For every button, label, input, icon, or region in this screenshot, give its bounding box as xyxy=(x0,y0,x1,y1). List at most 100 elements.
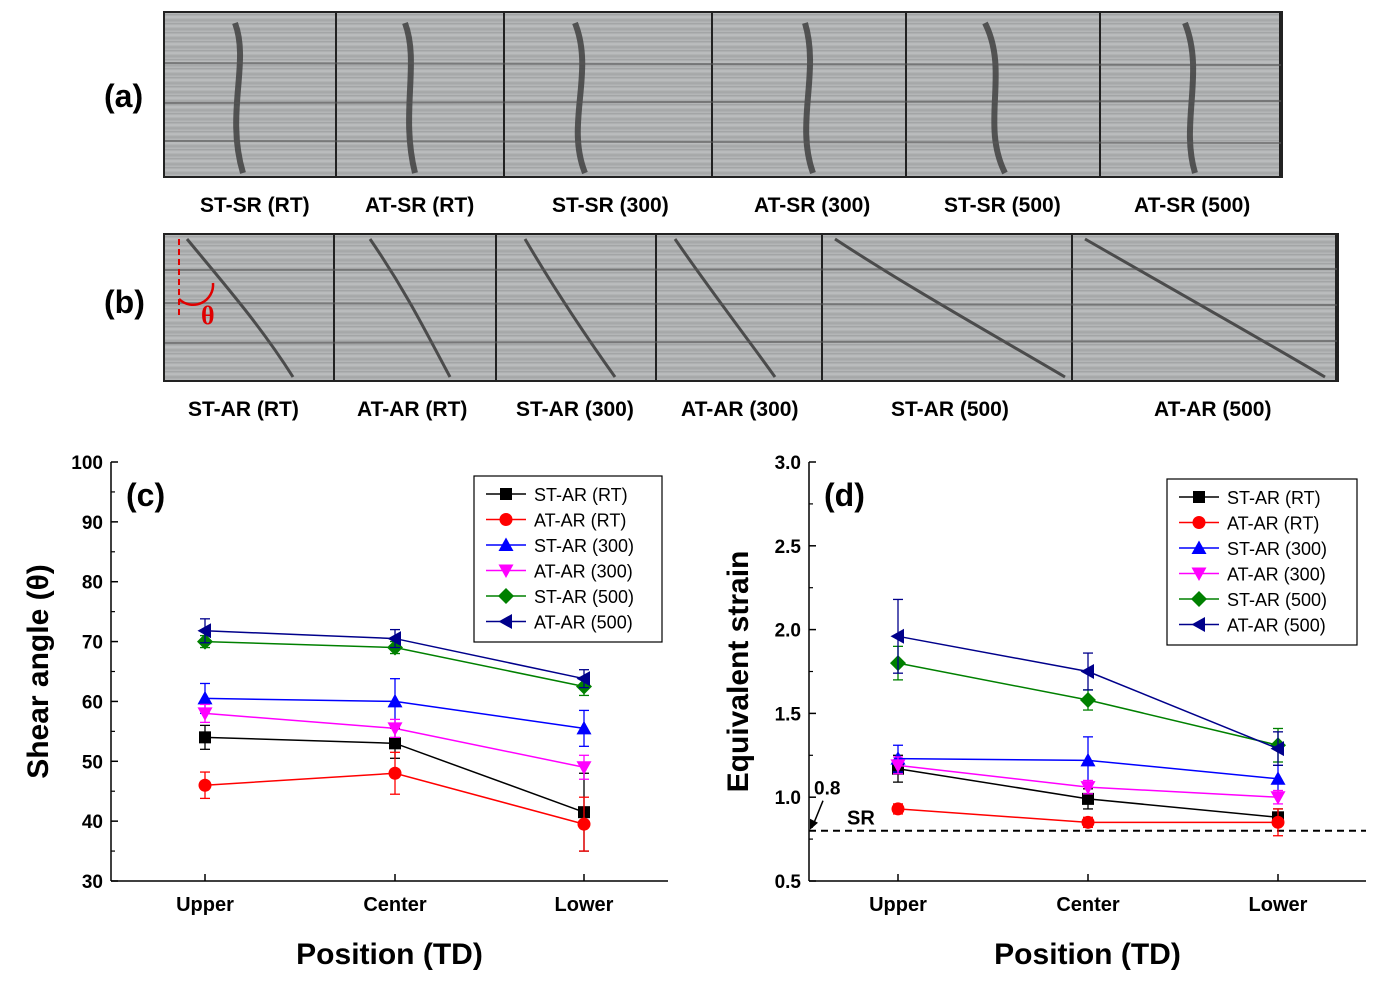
data-point xyxy=(199,731,211,744)
legend-marker xyxy=(498,588,514,604)
panel-a-label: (a) xyxy=(104,78,144,114)
legend-marker xyxy=(1191,617,1205,632)
data-point xyxy=(1080,664,1094,679)
caption-st-sr-300: ST-SR (300) xyxy=(552,194,669,217)
legend-marker xyxy=(1193,491,1205,503)
legend-marker xyxy=(498,564,514,578)
legend-label: ST-AR (RT) xyxy=(534,485,628,505)
legend-marker xyxy=(499,513,513,526)
legend-marker xyxy=(1191,567,1207,581)
legend-marker xyxy=(1191,591,1207,607)
data-point xyxy=(1081,815,1095,829)
legend-marker xyxy=(1191,540,1207,554)
data-point xyxy=(1080,781,1096,795)
y-tick-label: 1.5 xyxy=(775,704,802,725)
data-point xyxy=(576,720,592,735)
micrograph-at-sr-rt xyxy=(337,13,505,176)
micrograph-st-sr-300 xyxy=(505,13,713,176)
data-point xyxy=(1270,791,1286,805)
y-tick-label: 30 xyxy=(82,872,103,893)
micrograph-st-ar-300 xyxy=(497,235,657,380)
legend-label: ST-AR (300) xyxy=(534,536,634,556)
caption-st-ar-rt: ST-AR (RT) xyxy=(188,398,299,421)
x-tick-label: Lower xyxy=(1249,894,1308,916)
chart-c-x-axis-label: Position (TD) xyxy=(296,938,483,971)
legend-box xyxy=(473,475,663,643)
caption-st-sr-500: ST-SR (500) xyxy=(944,194,1061,217)
legend-label: AT-AR (RT) xyxy=(1227,514,1319,534)
caption-st-sr-rt: ST-SR (RT) xyxy=(200,194,310,217)
series-AT-AR (500) xyxy=(197,618,590,689)
data-point xyxy=(1270,741,1284,757)
caption-at-ar-500: AT-AR (500) xyxy=(1154,398,1272,421)
legend-label: AT-AR (300) xyxy=(1227,565,1326,585)
panel-b-image-strip: θ xyxy=(163,233,1339,382)
data-point xyxy=(1080,691,1096,708)
data-point xyxy=(1080,752,1096,767)
panel-b-label: (b) xyxy=(104,284,145,320)
y-tick-label: 2.0 xyxy=(775,621,801,642)
micrograph-at-ar-300 xyxy=(657,235,823,380)
data-point xyxy=(387,693,403,708)
legend-label: AT-AR (500) xyxy=(534,613,633,633)
y-tick-label: 2.5 xyxy=(775,537,802,558)
chart-c-y-axis-label: Shear angle (θ) xyxy=(22,564,55,779)
micrograph-st-sr-500 xyxy=(907,13,1101,176)
x-tick-label: Upper xyxy=(869,894,927,916)
legend-label: ST-AR (RT) xyxy=(1227,488,1321,508)
equivalent-strain-chart: 0.5 1.0 1.5 2.0 2.5 3.0 Upper Center Lower Positi… xyxy=(722,453,1366,971)
x-tick-label: Center xyxy=(1056,894,1120,916)
reference-value-label: 0.8 xyxy=(814,779,840,800)
legend-label: ST-AR (300) xyxy=(1227,539,1327,559)
caption-st-ar-300: ST-AR (300) xyxy=(516,398,634,421)
micrograph-st-sr-rt xyxy=(165,13,337,176)
caption-at-sr-300: AT-SR (300) xyxy=(754,194,871,217)
panel-a-image-strip xyxy=(163,11,1283,178)
data-point xyxy=(890,759,906,773)
micrograph-st-ar-rt xyxy=(165,235,335,380)
micrograph-at-ar-rt xyxy=(335,235,497,380)
caption-at-sr-rt: AT-SR (RT) xyxy=(365,194,475,217)
y-tick-label: 90 xyxy=(82,513,103,534)
data-point xyxy=(891,802,905,816)
y-tick-label: 40 xyxy=(82,812,103,833)
y-tick-label: 0.5 xyxy=(775,872,802,893)
legend-label: ST-AR (500) xyxy=(1227,590,1327,610)
y-tick-label: 60 xyxy=(82,692,103,713)
data-point xyxy=(576,761,592,775)
x-tick-label: Lower xyxy=(555,894,614,916)
data-point xyxy=(198,778,212,792)
series-ST-AR (300) xyxy=(197,678,592,747)
data-point xyxy=(387,631,401,647)
series-AT-AR (RT) xyxy=(891,802,1285,837)
data-point xyxy=(1082,792,1094,805)
chart-c-legend: ST-AR (RT) AT-AR (RT) ST-AR (300) AT-AR (30… xyxy=(473,475,663,643)
theta-symbol: θ xyxy=(201,301,215,330)
legend-label: ST-AR (500) xyxy=(534,587,634,607)
data-point xyxy=(388,766,402,780)
data-point xyxy=(1270,771,1286,785)
series-AT-AR (500) xyxy=(890,598,1284,767)
series-AT-AR (RT) xyxy=(198,751,591,852)
caption-at-ar-rt: AT-AR (RT) xyxy=(357,398,468,421)
legend-marker xyxy=(1192,516,1206,529)
x-tick-label: Center xyxy=(363,894,427,916)
caption-at-sr-500: AT-SR (500) xyxy=(1134,194,1251,217)
chart-d-panel-label: (d) xyxy=(824,477,865,513)
y-tick-label: 50 xyxy=(82,752,103,773)
y-tick-label: 100 xyxy=(71,453,103,474)
legend-box xyxy=(1166,478,1358,646)
legend-label: AT-AR (RT) xyxy=(534,511,626,531)
data-point xyxy=(197,623,211,639)
data-point xyxy=(197,690,213,705)
series-AT-AR (300) xyxy=(197,703,592,780)
shear-band-overlay-a xyxy=(165,21,1281,175)
chart-d-x-axis-label: Position (TD) xyxy=(994,938,1181,971)
chart-c-panel-label: (c) xyxy=(126,477,165,513)
legend-marker xyxy=(498,614,512,629)
theta-angle-arc xyxy=(178,282,215,306)
data-point xyxy=(387,722,403,736)
y-tick-label: 3.0 xyxy=(775,453,801,474)
legend-label: AT-AR (300) xyxy=(534,562,633,582)
data-point xyxy=(576,671,590,687)
